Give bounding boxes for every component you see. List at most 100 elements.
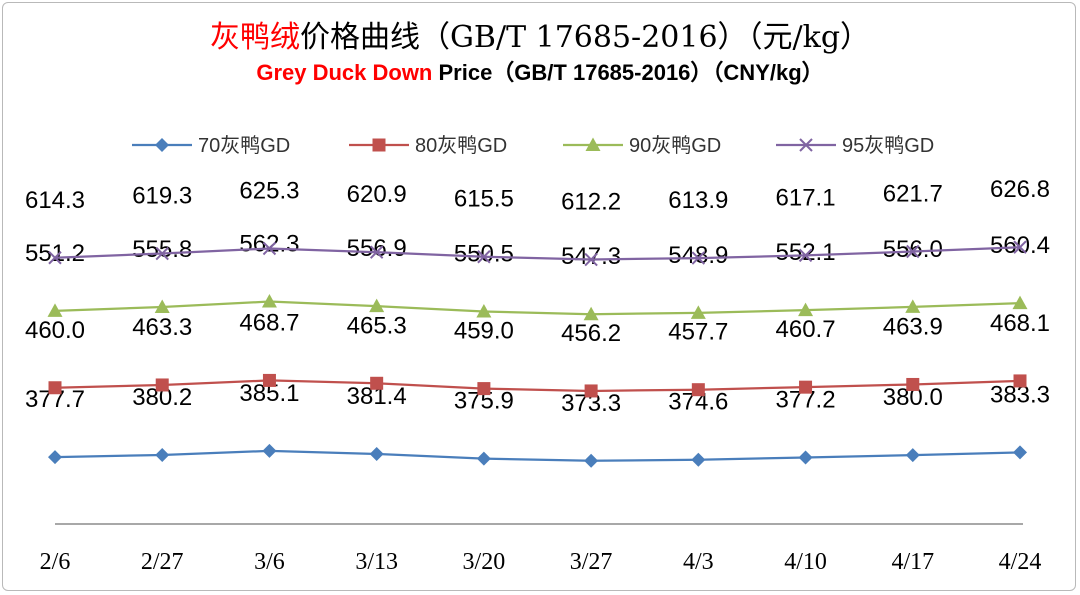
series-80-point <box>906 377 920 391</box>
legend-item-90: 90灰鸭GD <box>563 134 721 157</box>
series-80-data-label: 463.3 <box>132 314 192 341</box>
series-95-point <box>369 245 384 259</box>
legend-item-95: 95灰鸭GD <box>776 134 934 157</box>
chart-title-en-rest: Price（GB/T 17685-2016）（CNY/kg） <box>432 60 824 85</box>
series-90-data-label: 560.4 <box>990 232 1050 259</box>
legend-marker-95 <box>799 138 813 152</box>
series-95-point <box>906 244 920 259</box>
series-90-line <box>54 300 1021 316</box>
legend-label-70: 70灰鸭GD <box>198 134 290 157</box>
series-95-data-label: 619.3 <box>132 183 192 210</box>
series-70-point <box>905 448 920 463</box>
series-90-data-label: 547.3 <box>561 243 621 270</box>
chart-title-en: Grey Duck Down Price（GB/T 17685-2016）（CN… <box>0 58 1080 88</box>
chart-title-zh-rest: 价格曲线（GB/T 17685-2016）（元/kg） <box>299 20 871 55</box>
series-70-point <box>691 452 706 467</box>
series-90-point <box>47 303 63 317</box>
series-90-data-label: 550.5 <box>454 241 514 268</box>
series-95-data-label: 625.3 <box>239 177 299 204</box>
series-95-point <box>48 251 62 265</box>
series-90-data-label: 556.0 <box>883 236 943 263</box>
series-95-point <box>584 252 598 267</box>
x-tick-label: 2/27 <box>141 549 184 575</box>
series-90-point <box>798 302 814 317</box>
series-70-point <box>369 446 384 461</box>
series-70-point <box>48 450 62 465</box>
series-95-data-label: 615.5 <box>454 186 514 213</box>
series-90-point <box>154 299 170 314</box>
series-90-point <box>905 299 921 313</box>
series-95-data-label: 617.1 <box>776 184 836 211</box>
series-80-data-label: 456.2 <box>561 320 621 347</box>
series-90-point <box>369 298 385 313</box>
series-95-line <box>54 246 1021 261</box>
series-80-point <box>477 382 491 396</box>
legend-item-80: 80灰鸭GD <box>349 134 507 157</box>
chart-title-zh-highlight: 灰鸭绒 <box>209 20 300 55</box>
series-70-point <box>798 450 813 465</box>
chart-title-block: 灰鸭绒价格曲线（GB/T 17685-2016）（元/kg） Grey Duck… <box>0 18 1080 88</box>
series-90-point <box>476 304 492 318</box>
series-80-data-label: 465.3 <box>347 312 407 339</box>
series-90-data-label: 556.9 <box>347 235 407 262</box>
series-95-data-label: 620.9 <box>347 181 407 208</box>
series-80-point <box>584 384 598 398</box>
series-90-point <box>583 306 599 321</box>
series-95-data-label: 612.2 <box>561 189 621 216</box>
series-80-point <box>262 373 276 387</box>
x-tick-label: 3/20 <box>463 549 506 575</box>
series-95-point <box>262 241 277 256</box>
x-tick-label: 4/17 <box>891 549 934 575</box>
chart-legend: 70灰鸭GD 80灰鸭GD 90灰鸭GD 95灰鸭GD <box>132 134 934 157</box>
chart-title-zh: 灰鸭绒价格曲线（GB/T 17685-2016）（元/kg） <box>0 18 1080 58</box>
legend-marker-90 <box>585 137 601 151</box>
series-80-point <box>799 380 813 394</box>
series-90-data-label: 548.9 <box>668 242 728 269</box>
series-70-point <box>155 447 170 462</box>
legend-label-95: 95灰鸭GD <box>842 134 934 157</box>
series-70-point <box>262 443 277 458</box>
series-80-point <box>370 376 384 390</box>
series-70-point <box>1013 445 1027 460</box>
series-80-point <box>1013 374 1027 388</box>
series-95: 614.3 619.3 625.3 620.9 615.5 612.2 613.9 617.1… <box>25 176 1050 267</box>
series-80-data-label: 468.7 <box>239 309 299 336</box>
series-90-data-label: 562.3 <box>239 231 299 258</box>
series-95-point <box>691 251 706 265</box>
x-tick-label: 3/27 <box>570 549 613 575</box>
legend-marker-70 <box>155 138 169 152</box>
series-95-data-label: 626.8 <box>990 176 1050 203</box>
x-tick-label: 4/24 <box>999 549 1042 575</box>
series-90-data-label: 552.1 <box>776 239 836 266</box>
series-95-data-label: 621.7 <box>883 181 943 208</box>
series-80-data-label: 460.7 <box>776 316 836 343</box>
series-80-data-label: 463.9 <box>883 313 943 340</box>
series-80-point <box>691 383 705 397</box>
series-90-data-label: 551.2 <box>25 240 85 267</box>
series-90-point <box>1012 295 1028 310</box>
x-axis-tick-labels: 2/6 2/27 3/6 3/13 3/20 3/27 4/3 4/10 4/17 4/24 <box>40 549 1042 575</box>
series-70-point <box>476 451 491 466</box>
series-80-point <box>48 381 62 395</box>
series-90-point <box>261 294 277 308</box>
series-80-line <box>54 379 1021 393</box>
series-90-point <box>690 305 706 319</box>
series-95-point <box>798 248 813 263</box>
x-tick-label: 2/6 <box>40 549 71 575</box>
series-70-line <box>54 449 1021 462</box>
x-tick-label: 3/13 <box>355 549 398 575</box>
x-tick-label: 3/6 <box>254 549 285 575</box>
legend-label-80: 80灰鸭GD <box>415 134 507 157</box>
series-80-point <box>155 378 169 392</box>
series-80-data-label: 468.1 <box>990 310 1050 337</box>
series-80-data-label: 457.7 <box>668 319 728 346</box>
series-95-point <box>1013 240 1027 254</box>
series-90: 551.2 555.8 562.3 556.9 550.5 547.3 548.9 552.1… <box>25 231 1050 321</box>
legend-label-90: 90灰鸭GD <box>629 134 721 157</box>
chart-title-en-highlight: Grey Duck Down <box>256 60 433 85</box>
series-95-data-label: 614.3 <box>25 187 85 214</box>
series-80: 460.0 463.3 468.7 465.3 459.0 456.2 457.7 460.7… <box>25 309 1050 398</box>
series-70: 377.7 380.2 385.1 381.4 375.9 373.3 374.6 377.2… <box>25 380 1050 468</box>
